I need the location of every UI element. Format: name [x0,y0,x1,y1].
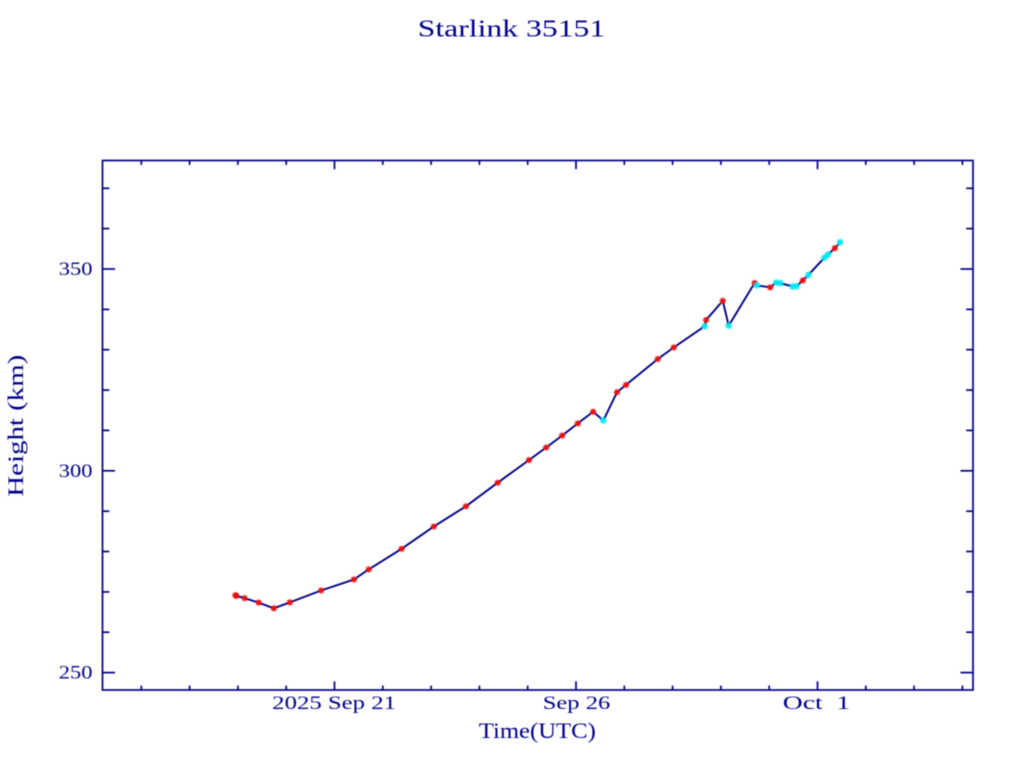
svg-text:Oct 1: Oct 1 [783,693,851,714]
svg-text:Time(UTC): Time(UTC) [479,718,596,743]
svg-text:300: 300 [59,461,93,482]
svg-text:Height (km): Height (km) [3,355,28,497]
svg-text:Starlink 35151: Starlink 35151 [418,17,606,43]
svg-text:Sep 26: Sep 26 [543,693,611,714]
svg-text:250: 250 [59,663,93,684]
svg-text:2025 Sep 21: 2025 Sep 21 [272,693,396,714]
svg-text:350: 350 [59,259,93,280]
